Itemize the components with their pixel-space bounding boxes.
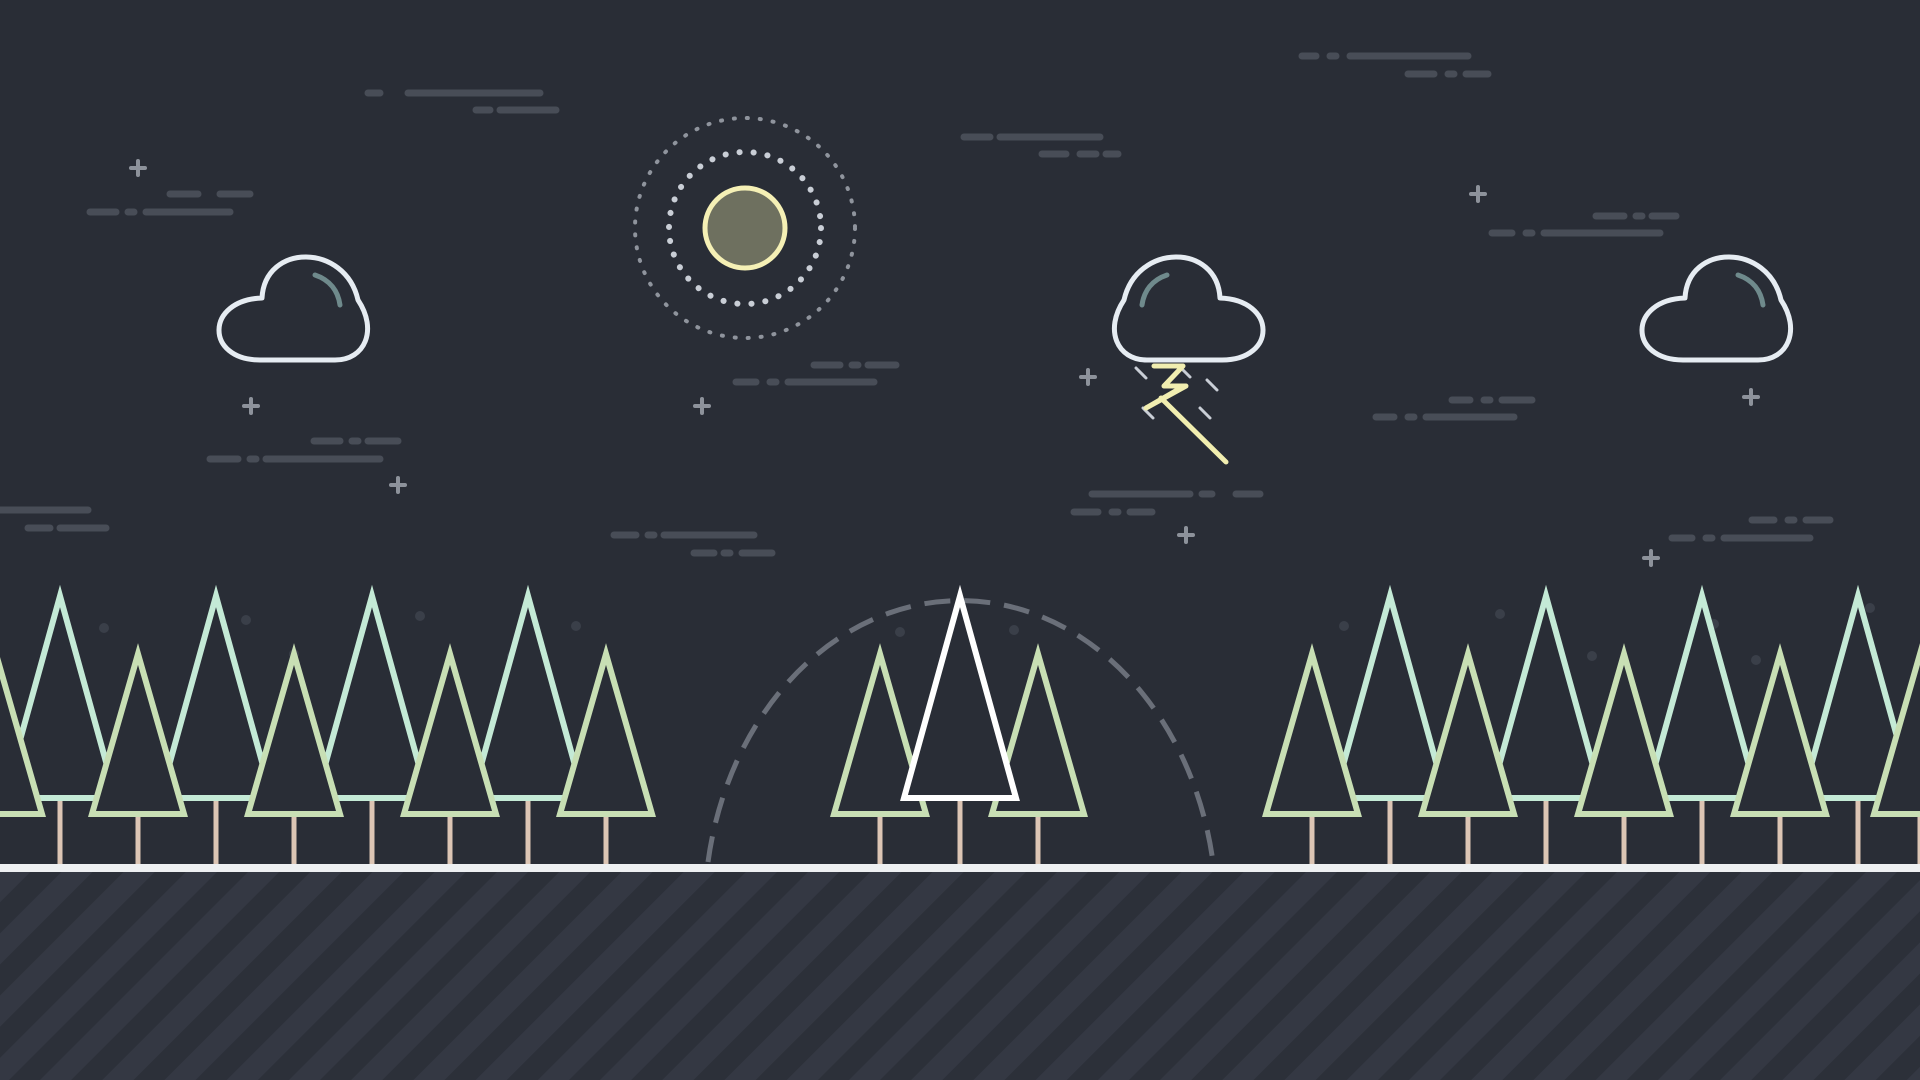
tree-crown bbox=[1262, 643, 1362, 817]
background-dot bbox=[1865, 603, 1875, 613]
background-dot bbox=[1009, 625, 1019, 635]
pine-tree-icon bbox=[312, 584, 432, 866]
tree-crown bbox=[1730, 643, 1830, 817]
dash-marks bbox=[0, 52, 1834, 557]
tree-crown bbox=[830, 643, 930, 817]
star-icon bbox=[389, 476, 407, 494]
tree-crown bbox=[244, 643, 344, 817]
pine-tree-icon bbox=[900, 584, 1020, 866]
cloud-icon bbox=[216, 254, 371, 363]
cloud-highlight bbox=[1735, 272, 1766, 308]
lightning-icon bbox=[1143, 363, 1229, 465]
horizon-line bbox=[0, 864, 1920, 872]
tree-crown bbox=[1486, 584, 1606, 801]
tree-crown bbox=[988, 643, 1088, 817]
star-icon bbox=[1642, 549, 1660, 567]
tree-crown bbox=[1642, 584, 1762, 801]
tree-crown bbox=[400, 643, 500, 817]
cloud-outline bbox=[216, 254, 371, 363]
star-icon bbox=[242, 397, 260, 415]
dashed-arc bbox=[705, 598, 1216, 863]
pine-tree-icon bbox=[1870, 643, 1920, 866]
tree-crown bbox=[556, 643, 656, 817]
storm-cloud-highlight bbox=[1139, 272, 1170, 308]
tree-crown bbox=[1418, 643, 1518, 817]
pine-tree-icon bbox=[830, 643, 930, 866]
star-icon bbox=[693, 397, 711, 415]
sun-core bbox=[702, 185, 788, 271]
background-dot bbox=[99, 623, 109, 633]
pine-tree-icon bbox=[1730, 643, 1830, 866]
tree-crown bbox=[0, 657, 46, 817]
sun-inner-rays bbox=[666, 149, 824, 307]
background-dot bbox=[571, 621, 581, 631]
tree-crown bbox=[1574, 643, 1674, 817]
star-icon bbox=[1469, 185, 1487, 203]
tree-crown bbox=[1870, 643, 1920, 817]
tree-crown bbox=[88, 643, 188, 817]
star-icon bbox=[1177, 526, 1195, 544]
storm-cloud-outline bbox=[1111, 254, 1266, 363]
pine-tree-icon bbox=[0, 657, 46, 817]
tree-crown bbox=[156, 584, 276, 801]
background-dot bbox=[895, 627, 905, 637]
pine-tree-icon bbox=[468, 584, 588, 866]
background-dot bbox=[1339, 621, 1349, 631]
background-dot bbox=[1587, 651, 1597, 661]
sun-outer-rays bbox=[633, 116, 857, 340]
pine-forest bbox=[0, 584, 1920, 866]
sun-icon bbox=[633, 116, 857, 340]
tree-crown bbox=[1798, 584, 1918, 801]
pine-tree-icon bbox=[88, 643, 188, 866]
pine-tree-icon bbox=[1798, 584, 1918, 866]
star-icon bbox=[1742, 388, 1760, 406]
pine-tree-icon bbox=[156, 584, 276, 866]
star-icon bbox=[129, 159, 147, 177]
ground bbox=[0, 870, 1920, 1080]
cloud-highlight bbox=[312, 272, 343, 308]
pine-tree-icon bbox=[1330, 584, 1450, 866]
cloud-outline bbox=[1639, 254, 1794, 363]
tree-crown bbox=[900, 584, 1020, 801]
background-dot bbox=[241, 615, 251, 625]
stars bbox=[129, 159, 1760, 567]
tree-crown bbox=[0, 584, 120, 801]
tree-crown bbox=[312, 584, 432, 801]
pine-tree-icon bbox=[1574, 643, 1674, 866]
background-dot bbox=[1751, 655, 1761, 665]
pine-tree-icon bbox=[556, 643, 656, 866]
background-dot bbox=[1495, 609, 1505, 619]
pine-tree-icon bbox=[1486, 584, 1606, 866]
pine-tree-icon bbox=[1262, 643, 1362, 866]
pine-tree-icon bbox=[988, 643, 1088, 866]
pine-tree-icon bbox=[1642, 584, 1762, 866]
tree-crown bbox=[468, 584, 588, 801]
cloud-icon bbox=[1639, 254, 1794, 363]
background-dot bbox=[415, 611, 425, 621]
pine-tree-icon bbox=[1418, 643, 1518, 866]
pine-tree-icon bbox=[0, 584, 120, 866]
star-icon bbox=[1079, 368, 1097, 386]
storm-cloud-icon bbox=[1111, 254, 1266, 363]
tree-crown bbox=[1330, 584, 1450, 801]
pine-tree-icon bbox=[244, 643, 344, 866]
pine-tree-icon bbox=[400, 643, 500, 866]
